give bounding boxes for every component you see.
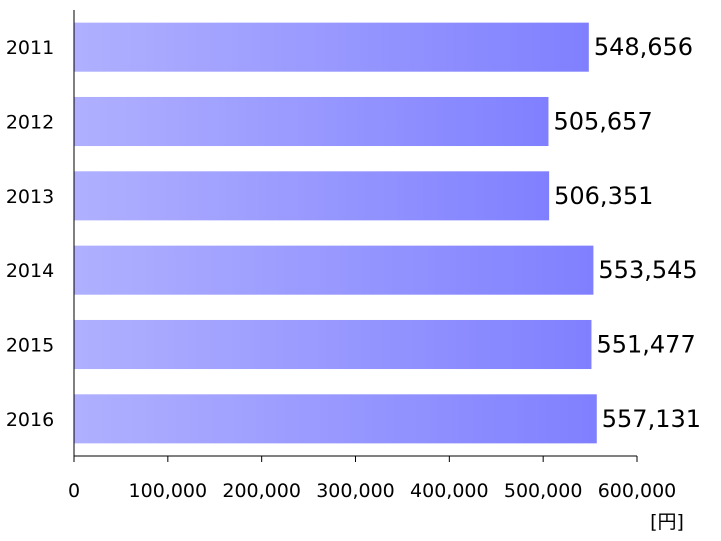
x-tick-label: 400,000 <box>410 480 489 502</box>
x-ticks-group: 0 100,000 200,000 300,000 400,000 500,000 600,… <box>68 456 676 502</box>
category-label-2013: 2013 <box>6 186 54 208</box>
bar-2014 <box>74 245 594 295</box>
x-tick-label: 500,000 <box>504 480 583 502</box>
x-axis-unit-label: [円] <box>650 511 684 533</box>
value-label-2016: 557,131 <box>602 405 701 433</box>
value-label-2011: 548,656 <box>594 33 693 61</box>
category-label-2014: 2014 <box>6 260 54 282</box>
category-label-2016: 2016 <box>6 409 54 431</box>
bar-2015 <box>74 319 592 370</box>
bar-2016 <box>74 394 597 444</box>
x-tick-label: 0 <box>68 480 80 502</box>
category-label-2012: 2012 <box>6 112 54 134</box>
value-label-2014: 553,545 <box>598 256 697 284</box>
bar-2011 <box>74 22 589 72</box>
bar-2013 <box>74 171 550 221</box>
bars-group <box>74 22 597 444</box>
bar-2012 <box>74 96 549 147</box>
labels-group: 2011 548,656 2012 505,657 2013 506,351 2014 553… <box>6 33 701 433</box>
value-label-2015: 551,477 <box>596 331 695 359</box>
x-tick-label: 200,000 <box>222 480 301 502</box>
x-tick-label: 100,000 <box>129 480 208 502</box>
category-label-2015: 2015 <box>6 335 54 357</box>
category-label-2011: 2011 <box>6 37 54 59</box>
x-tick-label: 600,000 <box>598 480 677 502</box>
value-label-2013: 506,351 <box>554 182 653 210</box>
value-label-2012: 505,657 <box>553 108 652 136</box>
x-tick-label: 300,000 <box>316 480 395 502</box>
